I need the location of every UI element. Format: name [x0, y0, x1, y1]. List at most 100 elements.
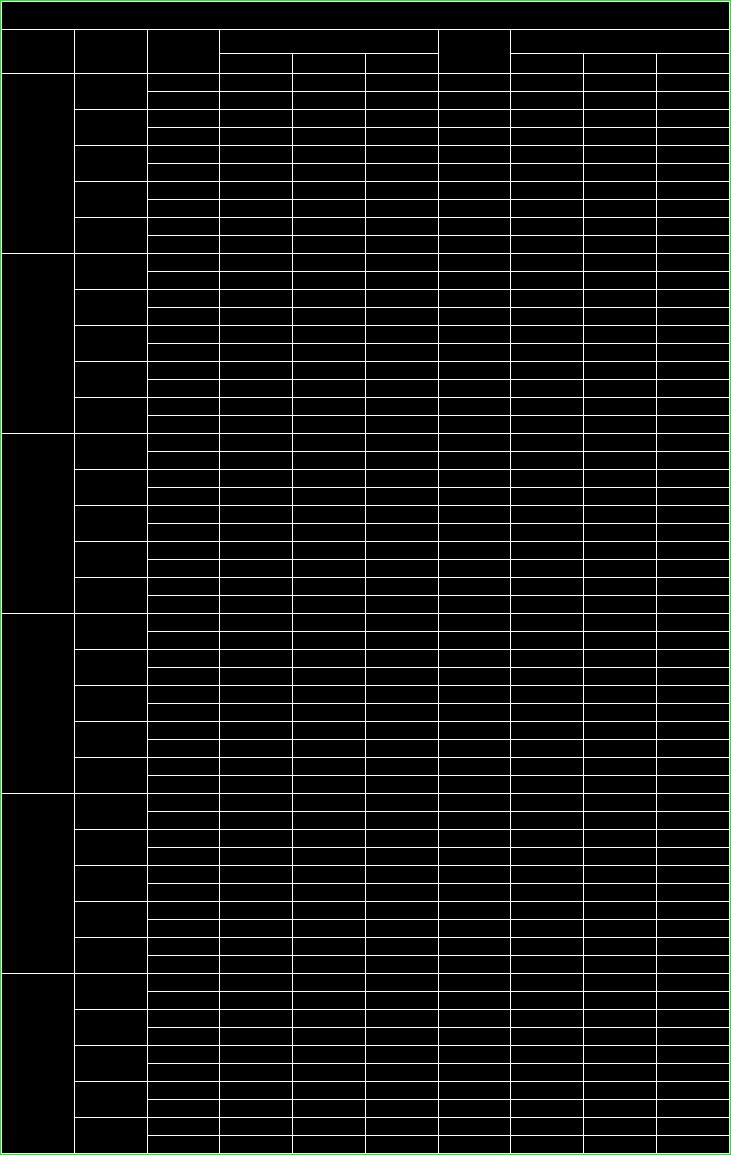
data-cell: [438, 74, 511, 92]
data-cell: [220, 254, 293, 272]
data-cell: [220, 1064, 293, 1082]
data-cell: [365, 1082, 438, 1100]
header-group-3-5: [220, 30, 438, 54]
block-label: [2, 974, 75, 1154]
data-cell: [584, 776, 657, 794]
data-cell: [293, 650, 366, 668]
data-cell: [147, 1010, 220, 1028]
data-cell: [438, 776, 511, 794]
data-cell: [584, 434, 657, 452]
data-cell: [293, 164, 366, 182]
data-cell: [657, 470, 730, 488]
data-cell: [365, 470, 438, 488]
data-cell: [584, 416, 657, 434]
data-cell: [584, 128, 657, 146]
data-cell: [511, 686, 584, 704]
data-cell: [438, 632, 511, 650]
data-cell: [365, 524, 438, 542]
data-cell: [147, 650, 220, 668]
data-cell: [584, 812, 657, 830]
data-cell: [293, 524, 366, 542]
data-cell: [511, 632, 584, 650]
data-cell: [293, 704, 366, 722]
data-cell: [657, 236, 730, 254]
data-cell: [511, 416, 584, 434]
data-cell: [584, 362, 657, 380]
data-cell: [293, 668, 366, 686]
data-cell: [220, 164, 293, 182]
header-col1: [74, 30, 147, 74]
data-cell: [147, 1028, 220, 1046]
data-cell: [511, 92, 584, 110]
data-cell: [147, 290, 220, 308]
data-cell: [293, 218, 366, 236]
data-cell: [657, 1100, 730, 1118]
data-cell: [438, 218, 511, 236]
data-cell: [657, 290, 730, 308]
data-cell: [511, 974, 584, 992]
data-cell: [147, 128, 220, 146]
data-cell: [584, 614, 657, 632]
data-cell: [511, 1064, 584, 1082]
data-cell: [147, 1100, 220, 1118]
data-cell: [584, 218, 657, 236]
data-cell: [584, 740, 657, 758]
data-cell: [657, 974, 730, 992]
data-cell: [147, 362, 220, 380]
data-cell: [657, 506, 730, 524]
data-cell: [220, 146, 293, 164]
data-cell: [657, 200, 730, 218]
data-cell: [293, 182, 366, 200]
data-cell: [293, 380, 366, 398]
data-cell: [657, 326, 730, 344]
data-cell: [293, 470, 366, 488]
data-cell: [511, 398, 584, 416]
data-cell: [511, 1100, 584, 1118]
data-cell: [147, 254, 220, 272]
group-label: [74, 1010, 147, 1046]
header-col3: [220, 54, 293, 74]
data-cell: [147, 704, 220, 722]
data-cell: [438, 146, 511, 164]
data-cell: [365, 596, 438, 614]
group-label: [74, 254, 147, 290]
data-cell: [147, 686, 220, 704]
data-cell: [220, 218, 293, 236]
data-cell: [147, 1064, 220, 1082]
data-cell: [657, 524, 730, 542]
data-cell: [511, 938, 584, 956]
data-cell: [511, 1136, 584, 1154]
data-cell: [147, 920, 220, 938]
data-cell: [511, 326, 584, 344]
data-cell: [365, 578, 438, 596]
data-cell: [584, 1010, 657, 1028]
header-col9: [657, 54, 730, 74]
data-cell: [657, 632, 730, 650]
group-label: [74, 398, 147, 434]
data-cell: [584, 524, 657, 542]
data-cell: [220, 578, 293, 596]
data-cell: [147, 974, 220, 992]
data-cell: [293, 128, 366, 146]
data-cell: [657, 560, 730, 578]
data-cell: [220, 686, 293, 704]
data-cell: [147, 1136, 220, 1154]
data-cell: [220, 362, 293, 380]
data-cell: [220, 992, 293, 1010]
data-cell: [365, 938, 438, 956]
data-cell: [293, 884, 366, 902]
data-cell: [293, 110, 366, 128]
data-cell: [220, 1136, 293, 1154]
data-cell: [584, 758, 657, 776]
data-cell: [365, 704, 438, 722]
data-cell: [584, 974, 657, 992]
data-cell: [438, 290, 511, 308]
data-cell: [584, 380, 657, 398]
data-cell: [293, 92, 366, 110]
data-cell: [293, 632, 366, 650]
data-cell: [147, 470, 220, 488]
data-cell: [657, 1046, 730, 1064]
data-cell: [365, 74, 438, 92]
data-cell: [293, 920, 366, 938]
data-cell: [438, 1046, 511, 1064]
